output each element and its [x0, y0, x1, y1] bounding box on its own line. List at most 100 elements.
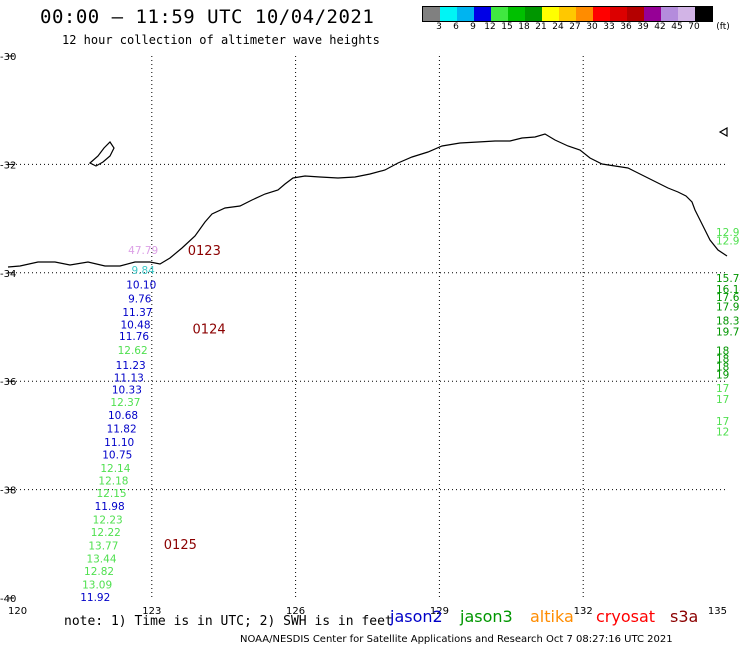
- wave-height-label: 18: [716, 362, 729, 374]
- wave-height-label: 18: [716, 353, 729, 365]
- color-scale-tick: 6: [453, 22, 459, 32]
- wave-height-label: 15.74: [716, 273, 740, 285]
- wave-height-label: 19: [716, 370, 729, 382]
- wave-height-label: 10.75: [102, 449, 132, 461]
- color-scale-tick: 70: [688, 22, 700, 32]
- wave-height-label: 12.97: [716, 227, 740, 239]
- color-scale-cell: [542, 7, 559, 21]
- legend-jason2: jason2: [390, 607, 443, 626]
- wave-height-label: 12.23: [93, 514, 123, 526]
- lat-tick-label: -32: [0, 160, 16, 171]
- color-scale-cell: [661, 7, 678, 21]
- legend-cryosat: cryosat: [596, 607, 656, 626]
- color-scale-tick: 39: [637, 22, 649, 32]
- color-scale-cell: [678, 7, 695, 21]
- lon-tick-label: 123: [142, 606, 161, 617]
- wave-height-label: 13.77: [88, 540, 118, 552]
- track-time-label: 0125: [164, 538, 197, 553]
- color-scale-tick: 27: [569, 22, 581, 32]
- track-time-label: 0124: [193, 323, 226, 338]
- color-scale-cell: [610, 7, 627, 21]
- wave-height-label: 9.76: [128, 293, 152, 305]
- lat-tick-label: -34: [0, 269, 16, 280]
- color-scale-cell: [644, 7, 661, 21]
- wave-height-label: 18: [716, 345, 729, 357]
- wave-height-label: 10.10: [126, 280, 156, 292]
- color-scale-tick: 9: [470, 22, 476, 32]
- wave-height-label: 11.13: [114, 372, 144, 384]
- island: [88, 141, 115, 167]
- wave-height-label: 12.37: [110, 397, 140, 409]
- color-scale-cell: [474, 7, 491, 21]
- lon-tick-label: 120: [8, 606, 27, 617]
- color-scale-cell: [525, 7, 542, 21]
- wave-height-label: 11.82: [107, 423, 137, 435]
- wave-height-label: 11.37: [122, 307, 152, 319]
- wave-height-label: 10.48: [120, 319, 150, 331]
- wave-height-label: 12: [716, 427, 729, 439]
- wave-height-label: 12.82: [84, 566, 114, 578]
- color-scale-cell: [508, 7, 525, 21]
- island: [718, 126, 728, 138]
- lat-tick-label: -40: [0, 594, 16, 605]
- footer-credits: NOAA/NESDIS Center for Satellite Applica…: [240, 634, 673, 645]
- wave-height-label: 11.98: [95, 501, 125, 513]
- color-scale-tick: 18: [518, 22, 530, 32]
- color-scale-cell: [627, 7, 644, 21]
- wave-height-label: 10.33: [112, 384, 142, 396]
- color-scale-tick: 15: [501, 22, 513, 32]
- color-scale-cell: [695, 7, 712, 21]
- color-scale-tick: 36: [620, 22, 632, 32]
- color-scale-tick: 33: [603, 22, 615, 32]
- color-scale-tick: 30: [586, 22, 598, 32]
- wave-height-label: 17: [716, 394, 729, 406]
- wave-height-label: 13.44: [86, 553, 116, 565]
- lon-tick-label: 129: [430, 606, 449, 617]
- lon-tick-label: 132: [574, 606, 593, 617]
- page-title: 00:00 – 11:59 UTC 10/04/2021: [40, 6, 375, 28]
- track-time-label: 0123: [188, 244, 221, 259]
- color-scale-cell: [559, 7, 576, 21]
- lat-tick-label: -38: [0, 486, 16, 497]
- wave-height-label: 9.84: [131, 265, 155, 277]
- legend-altika: altika: [530, 607, 574, 626]
- color-scale-cell: [593, 7, 610, 21]
- wave-height-label: 11.92: [80, 592, 110, 604]
- wave-height-label: 11.23: [116, 360, 146, 372]
- wave-height-label: 10.68: [108, 410, 138, 422]
- wave-height-label: 12.14: [100, 463, 130, 475]
- wave-height-label: 12.18: [98, 475, 128, 487]
- color-scale-cell: [491, 7, 508, 21]
- legend-s3a: s3a: [670, 607, 699, 626]
- wave-height-label: 12.22: [91, 527, 121, 539]
- wave-height-label: 12.62: [118, 345, 148, 357]
- color-scale-tick: 21: [535, 22, 547, 32]
- wave-height-label: 17: [716, 383, 729, 395]
- color-scale-tick: 12: [484, 22, 496, 32]
- wave-height-label: 12.15: [97, 488, 127, 500]
- color-scale-tick: 45: [671, 22, 683, 32]
- coastline: [7, 133, 728, 268]
- lat-tick-label: -36: [0, 377, 16, 388]
- color-scale-bar: [422, 6, 713, 22]
- color-scale-cell: [423, 7, 440, 21]
- lon-tick-label: 135: [708, 606, 727, 617]
- wave-height-label: 17: [716, 416, 729, 428]
- color-scale-tick: 42: [654, 22, 666, 32]
- wave-height-label: 19.70: [716, 326, 740, 338]
- footer-note: note: 1) Time is in UTC; 2) SWH is in fe…: [64, 614, 393, 629]
- page-subtitle: 12 hour collection of altimeter wave hei…: [62, 33, 380, 47]
- wave-height-label: 11.76: [119, 331, 149, 343]
- color-scale-tick: 24: [552, 22, 564, 32]
- wave-height-label: 12.91: [716, 235, 740, 247]
- lon-tick-label: 126: [286, 606, 305, 617]
- lat-tick-label: -30: [0, 52, 16, 63]
- wave-height-label: 16.14: [716, 284, 740, 296]
- wave-height-label: 17.65: [716, 292, 740, 304]
- wave-height-label: 13.09: [82, 579, 112, 591]
- color-scale-unit: (ft): [716, 22, 730, 32]
- color-scale-cell: [457, 7, 474, 21]
- wave-height-label: 47.79: [128, 245, 158, 257]
- wave-height-label: 17.99: [716, 301, 740, 313]
- wave-height-label: 11.10: [104, 437, 134, 449]
